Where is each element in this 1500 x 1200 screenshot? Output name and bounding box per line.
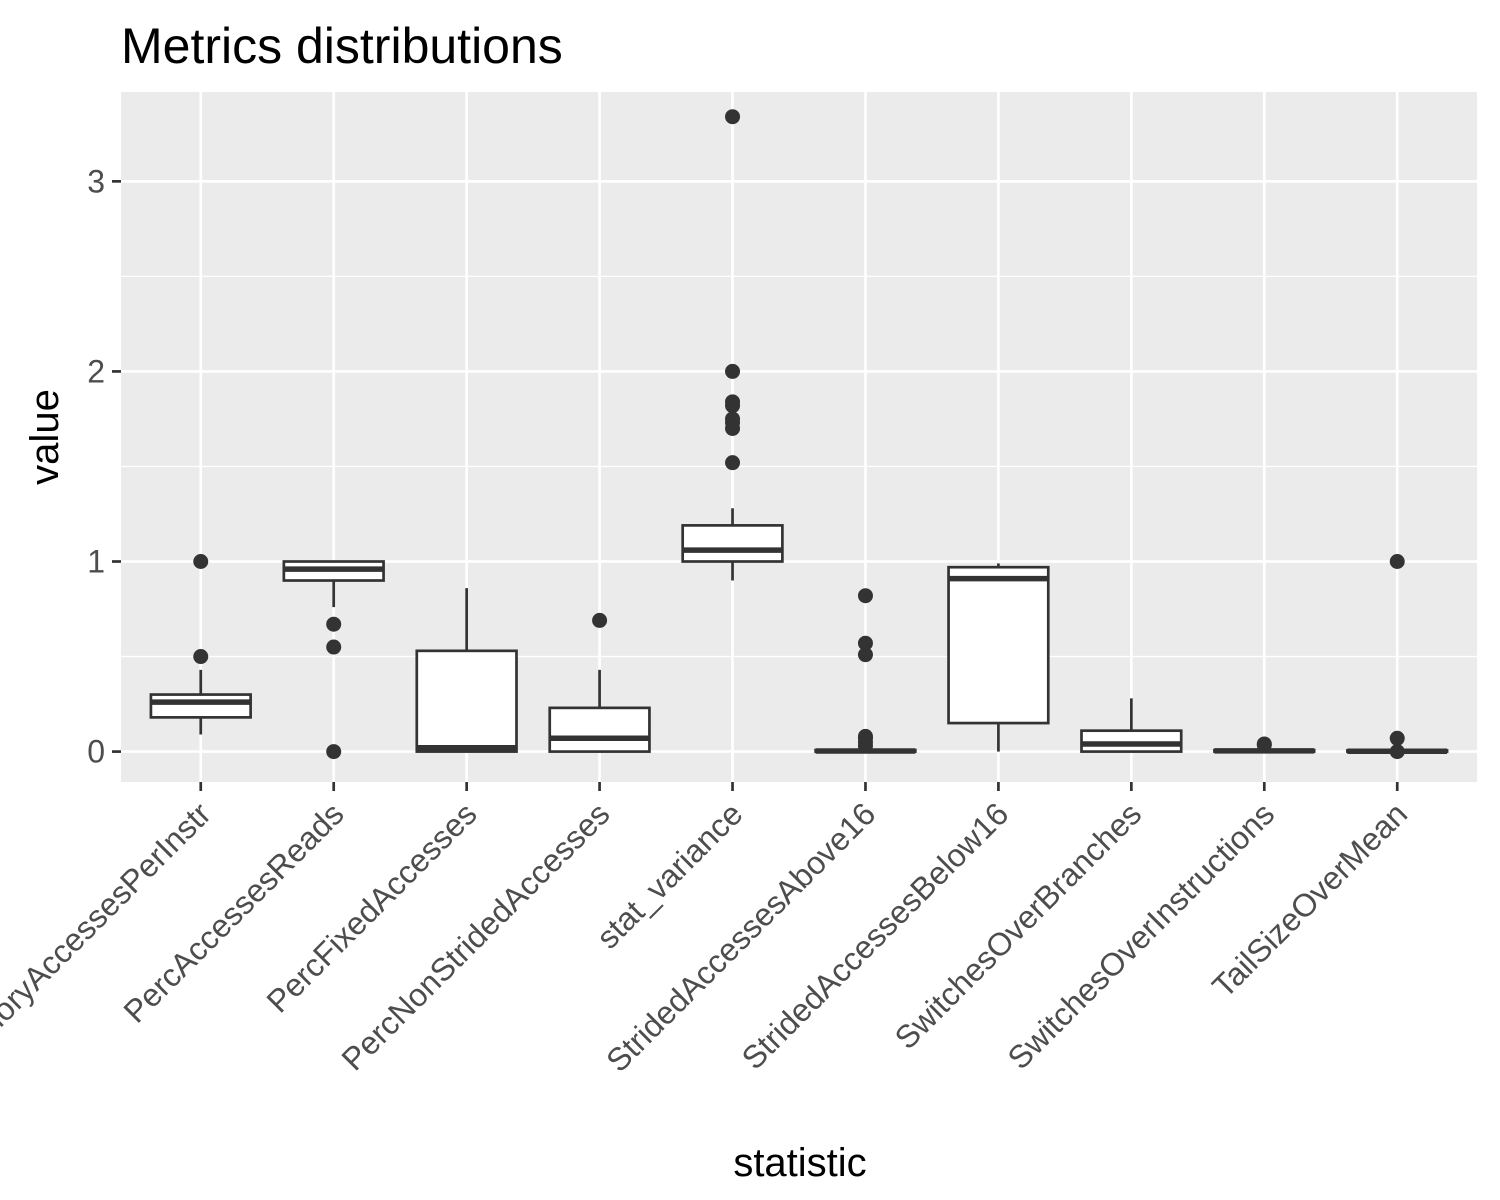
plot-panel [121, 92, 1477, 782]
box-iqr [1080, 729, 1183, 753]
outlier-point [1389, 730, 1405, 746]
outlier-point [592, 612, 608, 628]
outlier-point [725, 411, 741, 427]
outlier-point [1389, 554, 1405, 570]
box-iqr [415, 649, 518, 753]
x-axis: MemoryAccessesPerInstrPercAccessesReadsP… [0, 782, 1414, 1079]
box-PercNonStridedAccesses [548, 612, 651, 753]
box-StridedAccessesBelow16 [947, 563, 1050, 752]
box-PercAccessesReads [282, 560, 385, 760]
outlier-point [193, 554, 209, 570]
box-iqr [149, 693, 252, 719]
y-axis-title: value [23, 389, 67, 485]
box-stat_variance [681, 109, 784, 581]
x-axis-title: statistic [733, 1141, 866, 1185]
y-tick-label: 1 [87, 544, 105, 580]
box-MemoryAccessesPerInstr [149, 554, 252, 735]
outlier-point [725, 394, 741, 410]
outlier-point [857, 728, 873, 744]
outlier-point [857, 588, 873, 604]
outlier-point [326, 744, 342, 760]
x-tick-label: StridedAccessesAbove16 [599, 795, 882, 1078]
outlier-point [725, 109, 741, 125]
box-SwitchesOverBranches [1080, 698, 1183, 753]
outlier-point [326, 639, 342, 655]
outlier-point [857, 635, 873, 651]
outlier-point [193, 649, 209, 665]
box-PercFixedAccesses [415, 588, 518, 753]
box-SwitchesOverInstructions [1213, 736, 1316, 754]
y-axis: 0 1 2 3 [87, 163, 121, 770]
box-iqr [548, 706, 651, 753]
chart-title: Metrics distributions [121, 18, 563, 74]
boxes-layer [149, 109, 1449, 760]
box-StridedAccessesAbove16 [814, 588, 917, 754]
outlier-point [1256, 736, 1272, 752]
x-tick-label: StridedAccessesBelow16 [735, 795, 1016, 1076]
x-tick-label: SwitchesOverInstructions [1001, 795, 1282, 1076]
y-tick-label: 3 [87, 163, 105, 199]
outlier-point [326, 616, 342, 632]
x-tick-label: PercNonStridedAccesses [335, 795, 617, 1077]
outlier-point [725, 455, 741, 471]
y-tick-label: 2 [87, 353, 105, 389]
box-iqr [947, 565, 1050, 725]
box-iqr [681, 524, 784, 563]
outlier-point [1389, 744, 1405, 760]
x-tick-label: SwitchesOverBranches [888, 795, 1149, 1056]
outlier-point [725, 363, 741, 379]
x-tick-label: PercAccessesReads [116, 795, 350, 1029]
outlier-point [857, 647, 873, 663]
y-tick-label: 0 [87, 734, 105, 770]
box-TailSizeOverMean [1346, 554, 1449, 760]
